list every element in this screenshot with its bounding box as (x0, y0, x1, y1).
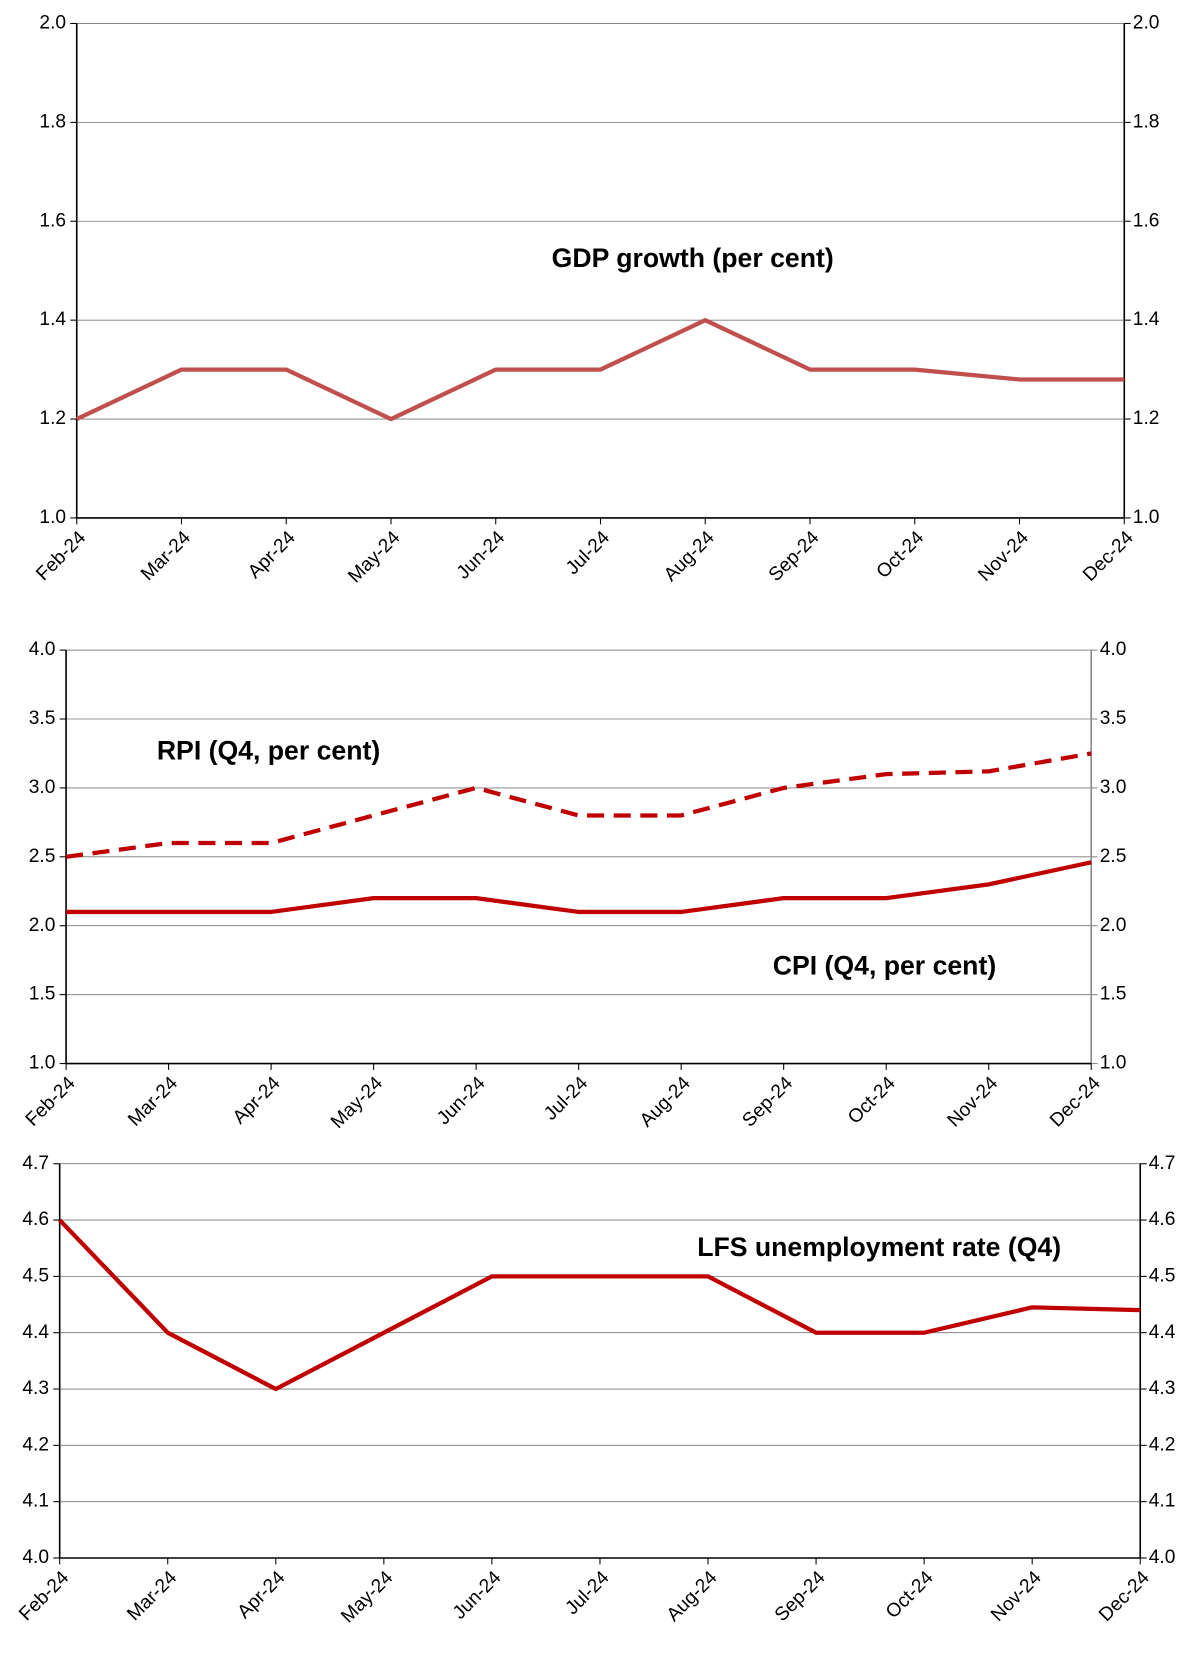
x-tick-label: Mar-24 (124, 1073, 182, 1131)
series-line (58, 1218, 1141, 1392)
y2-tick-label: 4.4 (1149, 1322, 1176, 1343)
x-tick-label: Aug-24 (636, 1073, 695, 1132)
x-tick-label: Oct-24 (882, 1567, 938, 1623)
y-tick-label: 4.3 (22, 1378, 49, 1399)
series-label: RPI (Q4, per cent) (157, 735, 380, 765)
y-tick-label: 1.4 (39, 309, 66, 330)
y2-tick-label: 2.5 (1100, 846, 1127, 867)
y2-tick-label: 2.0 (1133, 13, 1160, 34)
y-tick-label: 1.2 (39, 408, 66, 429)
y2-tick-label: 1.2 (1133, 408, 1160, 429)
x-tick-label: May-24 (327, 1073, 387, 1133)
y2-tick-label: 1.5 (1100, 984, 1127, 1005)
y-tick-label: 2.0 (39, 13, 66, 34)
chart-title: LFS unemployment rate (Q4) (697, 1232, 1061, 1262)
y2-tick-label: 1.0 (1133, 507, 1160, 528)
y-tick-label: 3.0 (29, 777, 56, 798)
x-tick-label: Dec-24 (1046, 1073, 1105, 1132)
series-line (66, 860, 1092, 915)
x-tick-label: Oct-24 (844, 1073, 900, 1129)
x-tick-label: Sep-24 (739, 1073, 798, 1132)
y-tick-label: 4.5 (22, 1265, 49, 1286)
y-tick-label: 4.0 (29, 639, 56, 660)
x-tick-label: Jul-24 (562, 527, 614, 579)
x-tick-label: May-24 (344, 527, 404, 587)
x-tick-label: Aug-24 (660, 527, 719, 586)
y-tick-label: 2.0 (29, 915, 56, 936)
y-tick-label: 2.5 (29, 846, 56, 867)
y2-tick-label: 4.0 (1149, 1547, 1176, 1568)
x-tick-label: Aug-24 (663, 1567, 722, 1626)
y-tick-label: 4.6 (22, 1209, 49, 1230)
x-tick-label: Jul-24 (562, 1567, 614, 1619)
y-tick-label: 4.1 (22, 1491, 49, 1512)
x-tick-label: Mar-24 (137, 527, 195, 585)
y2-tick-label: 4.0 (1100, 639, 1127, 660)
y-tick-label: 3.5 (29, 708, 56, 729)
y-tick-label: 1.0 (39, 507, 66, 528)
x-tick-label: Oct-24 (873, 527, 929, 583)
y2-tick-label: 4.6 (1149, 1209, 1176, 1230)
y2-tick-label: 1.0 (1100, 1053, 1127, 1074)
y-tick-label: 4.2 (22, 1434, 49, 1455)
x-tick-label: Dec-24 (1095, 1567, 1154, 1626)
x-tick-label: Feb-24 (15, 1567, 73, 1625)
y2-tick-label: 4.1 (1149, 1491, 1176, 1512)
y-tick-label: 1.8 (39, 111, 66, 132)
y-tick-label: 4.0 (22, 1547, 49, 1568)
y2-tick-label: 4.7 (1149, 1153, 1176, 1174)
series-line (65, 751, 1092, 859)
x-tick-label: Apr-24 (244, 527, 300, 583)
y-tick-label: 1.5 (29, 984, 56, 1005)
x-tick-label: Jun-24 (453, 527, 510, 584)
x-tick-label: Sep-24 (771, 1567, 830, 1626)
x-tick-label: Apr-24 (234, 1567, 290, 1623)
y2-tick-label: 1.4 (1133, 309, 1160, 330)
x-tick-label: Feb-24 (32, 527, 90, 585)
x-tick-label: Jun-24 (433, 1073, 490, 1130)
y2-tick-label: 3.5 (1100, 708, 1127, 729)
x-tick-label: May-24 (337, 1567, 397, 1627)
x-tick-label: Nov-24 (944, 1073, 1003, 1132)
x-tick-label: Mar-24 (123, 1567, 181, 1625)
chart-title: GDP growth (per cent) (552, 243, 834, 273)
y2-tick-label: 4.2 (1149, 1434, 1176, 1455)
x-tick-label: Jun-24 (449, 1567, 506, 1624)
y-tick-label: 4.7 (22, 1153, 49, 1174)
y-tick-label: 4.4 (22, 1322, 49, 1343)
x-tick-label: Apr-24 (229, 1073, 285, 1129)
x-tick-label: Dec-24 (1079, 527, 1138, 586)
series-line (75, 318, 1125, 422)
y2-tick-label: 4.3 (1149, 1378, 1176, 1399)
y2-tick-label: 2.0 (1100, 915, 1127, 936)
x-tick-label: Feb-24 (22, 1073, 80, 1131)
x-tick-label: Nov-24 (974, 527, 1033, 586)
y2-tick-label: 3.0 (1100, 777, 1127, 798)
y-tick-label: 1.0 (29, 1053, 56, 1074)
x-tick-label: Sep-24 (765, 527, 824, 586)
y-tick-label: 1.6 (39, 210, 66, 231)
x-tick-label: Nov-24 (987, 1567, 1046, 1626)
x-tick-label: Jul-24 (540, 1073, 592, 1125)
y2-tick-label: 4.5 (1149, 1265, 1176, 1286)
y2-tick-label: 1.8 (1133, 111, 1160, 132)
y2-tick-label: 1.6 (1133, 210, 1160, 231)
series-label: CPI (Q4, per cent) (773, 951, 996, 981)
